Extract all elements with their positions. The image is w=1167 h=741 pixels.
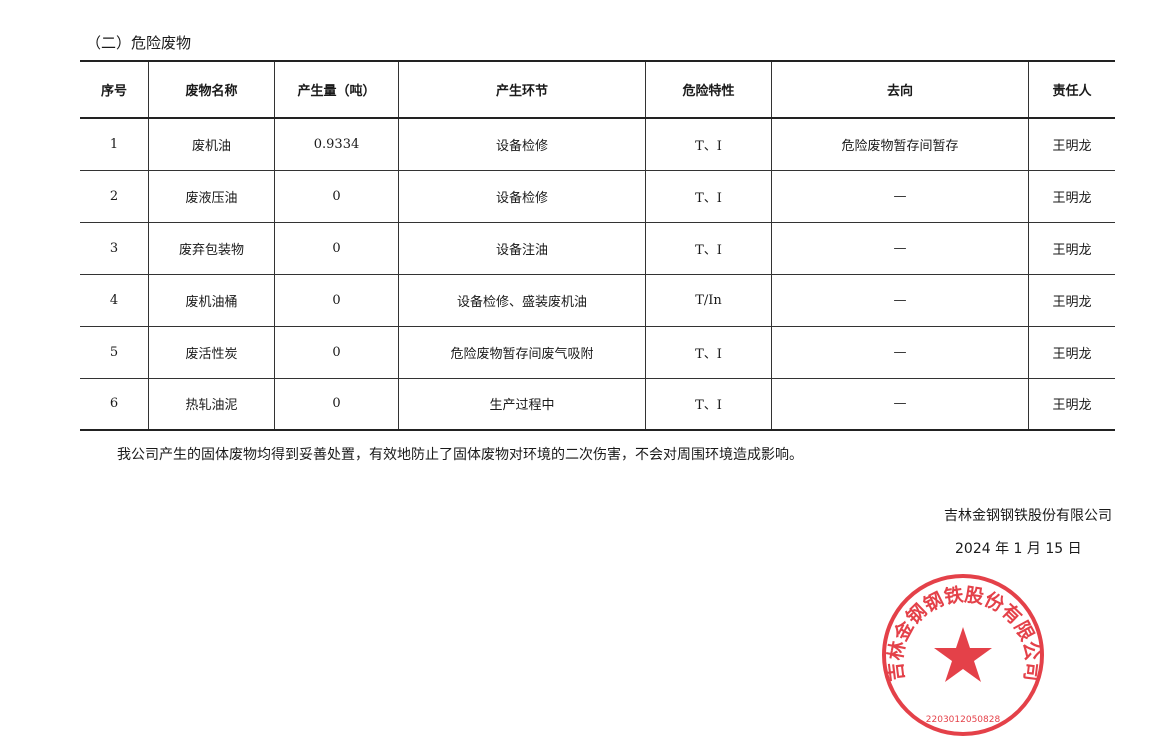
- table-cell: 危险废物暂存间暂存: [771, 118, 1029, 170]
- table-cell: T/In: [645, 273, 772, 326]
- header-cell: 责任人: [1028, 61, 1115, 119]
- table-row: 6 热轧油泥 0 生产过程中 T、I — 王明龙: [80, 377, 1115, 430]
- table-cell: —: [771, 325, 1029, 378]
- table-row: 4 废机油桶 0 设备检修、盛装废机油 T/In — 王明龙: [80, 273, 1115, 326]
- table-cell: T、I: [645, 377, 772, 430]
- table-row: 1 废机油 0.9334 设备检修 T、I 危险废物暂存间暂存 王明龙: [80, 118, 1115, 170]
- table-cell: 王明龙: [1028, 377, 1115, 430]
- table-header-row: 序号 废物名称 产生量（吨） 产生环节 危险特性 去向 责任人: [80, 61, 1115, 119]
- table-cell: 2: [80, 169, 149, 222]
- table-cell: 0.9334: [274, 118, 399, 170]
- table-row: 2 废液压油 0 设备检修 T、I — 王明龙: [80, 169, 1115, 222]
- seal-ring: [882, 574, 1044, 736]
- table-cell: 王明龙: [1028, 273, 1115, 326]
- table-cell: 废机油: [148, 118, 275, 170]
- header-cell: 产生环节: [398, 61, 646, 119]
- table-cell: —: [771, 273, 1029, 326]
- table-cell: 0: [274, 169, 399, 222]
- table-cell: 设备检修、盛装废机油: [398, 273, 646, 326]
- table-cell: T、I: [645, 221, 772, 274]
- header-cell: 产生量（吨）: [274, 61, 399, 119]
- table-cell: —: [771, 377, 1029, 430]
- table-cell: T、I: [645, 325, 772, 378]
- table-cell: 王明龙: [1028, 118, 1115, 170]
- section-title: （二）危险废物: [86, 34, 192, 52]
- table-cell: —: [771, 169, 1029, 222]
- table-cell: 1: [109, 136, 119, 152]
- table-cell: 设备注油: [398, 221, 646, 274]
- table-cell: 王明龙: [1028, 325, 1115, 378]
- table-cell: 0: [274, 377, 399, 430]
- hazardous-waste-table: 序号 废物名称 产生量（吨） 产生环节 危险特性 去向 责任人 1 废机油 0.93…: [80, 60, 1115, 431]
- table-cell: T、I: [645, 118, 772, 170]
- table-cell: 王明龙: [1028, 221, 1115, 274]
- table-row: 5 废活性炭 0 危险废物暂存间废气吸附 T、I — 王明龙: [80, 325, 1115, 378]
- table-cell: 3: [80, 221, 149, 274]
- table-cell: 热轧油泥: [148, 377, 275, 430]
- table-cell: 4: [80, 273, 149, 326]
- company-seal: 吉林金钢钢铁股份有限公司 2203012050828: [882, 574, 1044, 736]
- table-cell: 王明龙: [1028, 169, 1115, 222]
- company-name: 吉林金钢钢铁股份有限公司: [944, 508, 1112, 524]
- signature-date: 2024 年 1 月 15 日: [955, 541, 1082, 557]
- table-cell: 5: [80, 325, 149, 378]
- seal-code: 2203012050828: [926, 715, 1001, 725]
- table-cell: T、I: [645, 169, 772, 222]
- table-cell: 废活性炭: [148, 325, 275, 378]
- table-cell: —: [771, 221, 1029, 274]
- table-cell: 0: [274, 325, 399, 378]
- table-cell: 废机油桶: [148, 273, 275, 326]
- header-cell: 危险特性: [645, 61, 772, 119]
- table-cell: 危险废物暂存间废气吸附: [398, 325, 646, 378]
- table-cell: 设备检修: [398, 118, 646, 170]
- table-cell: 0: [274, 221, 399, 274]
- header-cell: 序号: [80, 61, 149, 119]
- table-cell: 0: [274, 273, 399, 326]
- table-cell: 6: [80, 377, 149, 430]
- table-cell: 设备检修: [398, 169, 646, 222]
- table-row: 3 废弃包装物 0 设备注油 T、I — 王明龙: [80, 221, 1115, 274]
- table-cell: 废弃包装物: [148, 221, 275, 274]
- header-cell: 去向: [771, 61, 1029, 119]
- header-cell: 废物名称: [148, 61, 275, 119]
- table-cell: 废液压油: [148, 169, 275, 222]
- seal-star-icon: [934, 627, 992, 682]
- statement-text: 我公司产生的固体废物均得到妥善处置，有效地防止了固体废物对环境的二次伤害，不会对…: [117, 447, 803, 463]
- table-cell: 生产过程中: [398, 377, 646, 430]
